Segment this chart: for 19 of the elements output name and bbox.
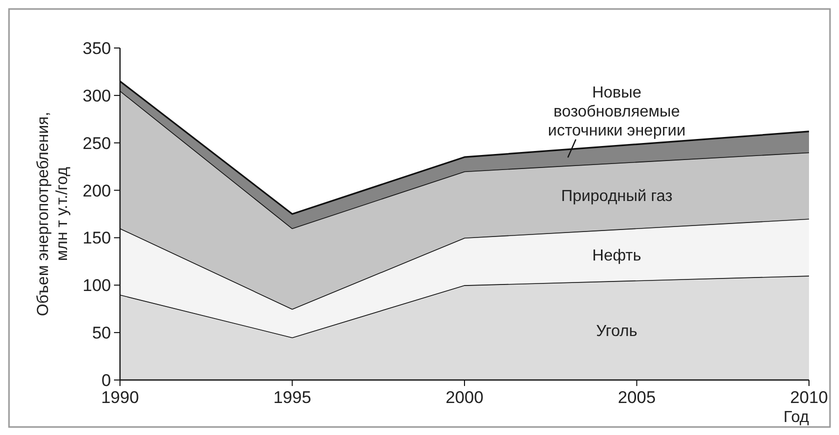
x-tick-label: 2005 (618, 388, 656, 407)
x-tick-label: 1995 (273, 388, 312, 407)
x-tick-label: 2010 (790, 388, 828, 407)
series-label: Уголь (596, 323, 638, 340)
x-tick-label: 1990 (101, 388, 139, 407)
y-tick-label: 100 (82, 276, 111, 296)
y-tick-label: 150 (82, 228, 111, 248)
series-label: Новые возобновляемые источники энергии (548, 84, 686, 140)
y-tick-label: 50 (92, 324, 111, 343)
y-tick-label: 200 (82, 181, 111, 200)
y-tick-label: 0 (102, 371, 111, 390)
y-axis-title: Объем энергопотребления, млн т у.т./год (35, 112, 71, 316)
x-tick-label: 2000 (446, 388, 484, 407)
y-tick-label: 250 (82, 134, 111, 153)
series-label: Природный газ (561, 188, 672, 206)
series-label: Нефть (592, 247, 642, 264)
x-axis-title: Год (784, 409, 810, 426)
y-tick-label: 350 (82, 39, 111, 58)
y-tick-label: 300 (82, 86, 111, 106)
